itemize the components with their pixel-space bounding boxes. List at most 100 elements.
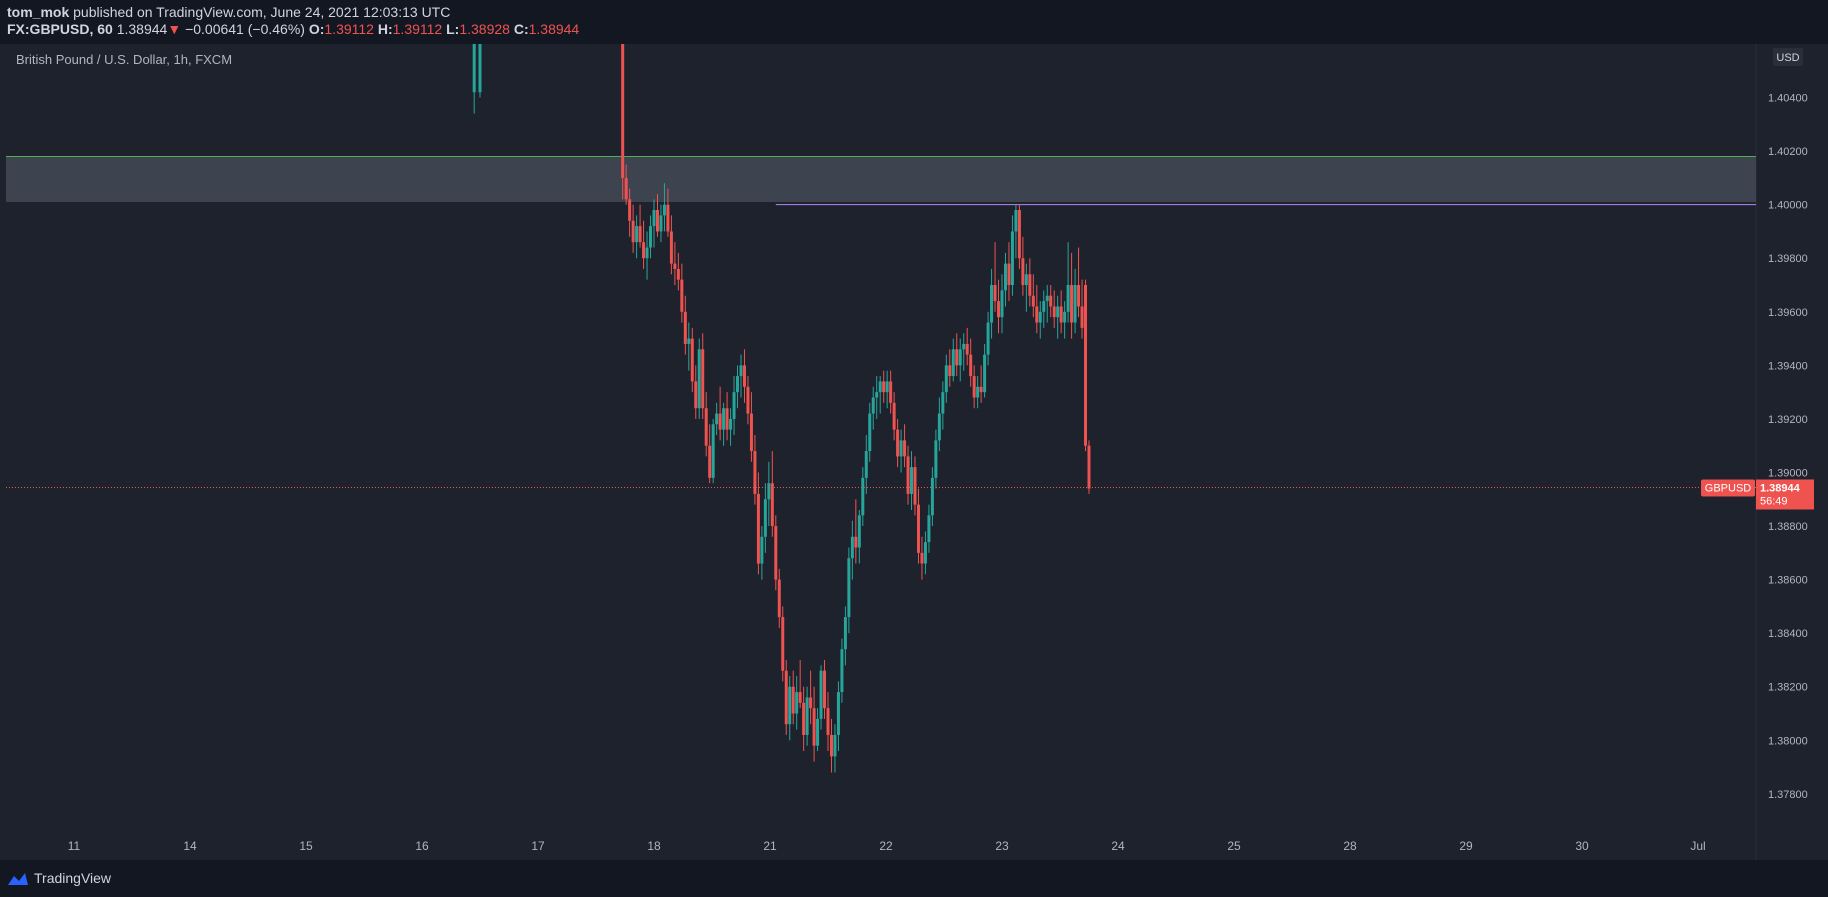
candle-body [742, 365, 746, 387]
tradingview-logo-icon[interactable] [7, 872, 29, 886]
candle-body [781, 617, 785, 671]
candle-body [1049, 295, 1053, 307]
currency-badge[interactable] [1773, 48, 1803, 66]
price-change: −0.00641 (−0.46%) [185, 21, 305, 37]
bar-countdown: 56:49 [1760, 495, 1788, 507]
close-label: C: [513, 21, 529, 37]
candle-body [746, 386, 750, 414]
candle-body [913, 467, 917, 505]
candle-body [694, 381, 698, 409]
time-tick-label: 18 [647, 839, 661, 853]
price-tick-label: 1.38800 [1768, 521, 1808, 533]
author-name[interactable]: tom_mok [7, 4, 70, 20]
candle-body [729, 418, 733, 430]
open-value: 1.39112 [324, 21, 374, 37]
price-tick-label: 1.37800 [1768, 789, 1808, 801]
candle-body [823, 670, 827, 709]
time-tick-label: 21 [763, 839, 777, 853]
candle-body [1084, 285, 1088, 446]
candle-body [927, 515, 931, 543]
candle-body [979, 386, 983, 393]
candle-body [958, 349, 962, 366]
candle-body [795, 692, 799, 714]
candle-body [941, 392, 945, 414]
high-label: H: [377, 21, 393, 37]
candle-body [1007, 263, 1011, 286]
time-tick-label: 30 [1575, 839, 1589, 853]
candle-body [969, 354, 973, 377]
price-label-group: GBPUSD 1.38944 56:49 [1701, 479, 1814, 510]
candle-body [1000, 290, 1004, 318]
candle-body [878, 381, 882, 393]
brand-name[interactable]: TradingView [34, 870, 112, 886]
price-tick-label: 1.40000 [1768, 200, 1808, 212]
time-tick-label: 23 [995, 839, 1009, 853]
candle-body [1010, 231, 1014, 286]
candle-body [628, 199, 632, 221]
candle-body [732, 392, 736, 419]
candle-body [854, 536, 858, 548]
last-price: 1.38944 [116, 21, 168, 37]
chart-area[interactable]: 1.37800 1.38000 1.38200 1.38400 1.38600 1.388… [6, 44, 1828, 860]
candle-body [829, 734, 833, 757]
candle-body [777, 579, 781, 618]
down-arrow-icon: ▼ [167, 21, 182, 37]
candle-body [903, 440, 907, 457]
candle-body [920, 552, 924, 564]
candle-body [955, 349, 959, 366]
candle-body [1073, 285, 1077, 323]
candle-body [805, 697, 809, 735]
footer-bar: TradingView [0, 860, 1828, 897]
time-tick-label: 16 [415, 839, 429, 853]
candle-body [972, 376, 976, 398]
candle-body [666, 204, 670, 232]
candlestick-chart[interactable]: 1.37800 1.38000 1.38200 1.38400 1.38600 1.388… [6, 44, 1828, 860]
price-axis[interactable]: 1.37800 1.38000 1.38200 1.38400 1.38600 1.388… [1768, 93, 1808, 801]
candle-body [836, 692, 840, 735]
candle-body [1017, 210, 1021, 259]
candle-body [649, 226, 653, 248]
price-tick-label: 1.39200 [1768, 414, 1808, 426]
ohlc-legend: FX:GBPUSD, 60 1.38944▼ −0.00641 (−0.46%)… [7, 21, 579, 37]
candle-body [1042, 301, 1046, 312]
symbol-label: FX:GBPUSD, 60 [7, 21, 113, 37]
candle-body [739, 365, 743, 377]
time-axis[interactable]: 11 14 15 16 17 18 21 22 23 24 25 28 29 30 Jul [68, 839, 1706, 853]
candle-body [673, 263, 677, 269]
candle-body [687, 338, 691, 344]
price-tick-label: 1.40200 [1768, 146, 1808, 158]
candle-body [472, 44, 476, 93]
candle-body [697, 349, 701, 409]
candle-body [645, 247, 649, 259]
supply-zone-group [6, 155, 1756, 206]
symbol-tag [1701, 479, 1755, 497]
candle-body [923, 542, 927, 564]
candle-body [478, 44, 482, 93]
candle-body [736, 376, 740, 393]
candle-body [868, 413, 872, 452]
candle-body [708, 445, 712, 478]
candle-body [718, 413, 722, 430]
price-tick-label: 1.40400 [1768, 93, 1808, 105]
close-value: 1.38944 [528, 21, 580, 37]
price-axis-bg[interactable] [1756, 44, 1828, 860]
candle-body [899, 440, 903, 457]
candle-body [802, 702, 806, 735]
low-label: L: [446, 21, 460, 37]
last-price-tag-value: 1.38944 [1760, 482, 1801, 494]
candle-body [760, 536, 764, 564]
candle-body [1038, 311, 1042, 323]
time-tick-label: 17 [531, 839, 545, 853]
candle-body [906, 456, 910, 494]
publish-info: tom_mok published on TradingView.com, Ju… [7, 4, 450, 20]
candle-body [937, 413, 941, 441]
high-value: 1.39112 [392, 21, 443, 37]
candle-body [725, 408, 729, 430]
candle-body [1031, 295, 1035, 307]
candle-body [1003, 263, 1007, 291]
candle-body [683, 311, 687, 344]
candle-body [652, 210, 656, 227]
candle-body [1087, 445, 1091, 489]
candle-body [962, 343, 966, 350]
currency-label: USD [1776, 52, 1799, 64]
